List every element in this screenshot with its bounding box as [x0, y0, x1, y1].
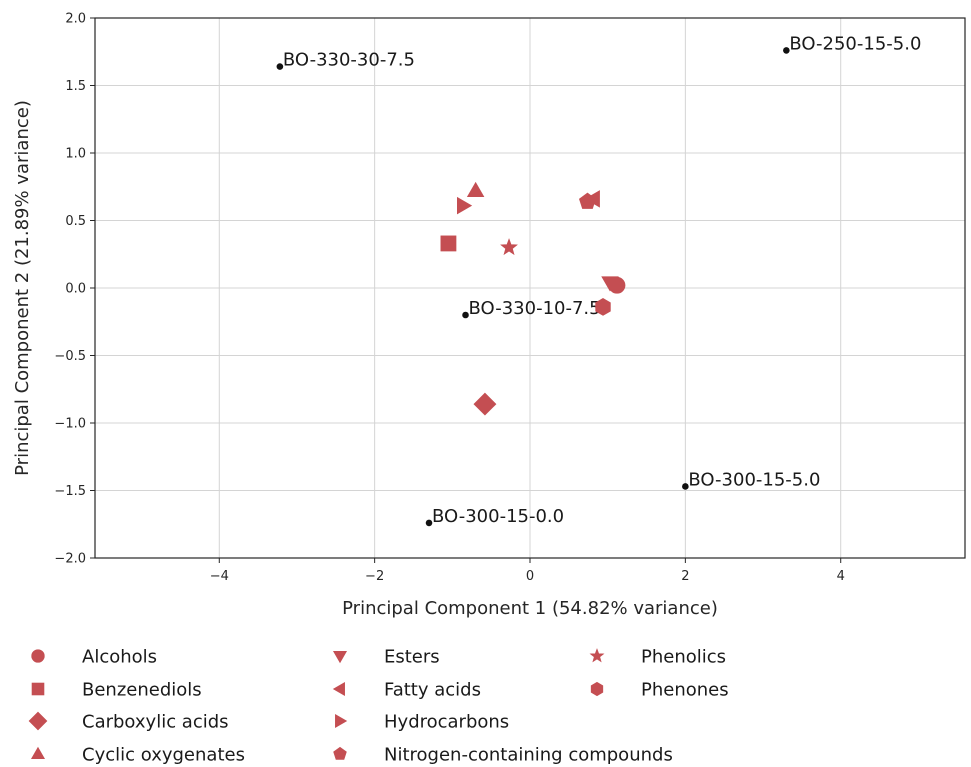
legend-label: Benzenediols — [82, 680, 202, 701]
legend-item-phenolics: Phenolics — [589, 647, 726, 668]
marker-esters — [601, 276, 619, 292]
sample-dot — [682, 483, 689, 490]
x-tick-label: −2 — [365, 569, 384, 584]
axis-ticks: −4 −2 0 2 4 −2.0 −1.5 −1.0 −0.5 0.0 0.5 1.0 1.5 2.0 — [54, 12, 844, 585]
y-tick-label: 1.0 — [65, 147, 86, 162]
legend-label: Hydrocarbons — [384, 712, 509, 733]
legend-marker — [332, 651, 348, 664]
legend-item-alcohols: Alcohols — [31, 647, 157, 668]
legend-marker — [30, 746, 46, 759]
y-tick-label: −2.0 — [54, 552, 86, 567]
sample-dot — [425, 519, 433, 527]
marker-phenolics — [500, 238, 518, 256]
y-tick-label: −1.5 — [54, 484, 86, 499]
legend-item-carboxylic-acids: Carboxylic acids — [28, 711, 229, 733]
y-tick-label: −0.5 — [54, 349, 86, 364]
marker-benzenediols — [440, 235, 457, 252]
compound-markers — [440, 181, 626, 416]
y-tick-label: 0.5 — [65, 214, 86, 229]
sample-bo-250-15-5-0: BO-250-15-5.0 — [783, 33, 921, 54]
y-axis-label: Principal Component 2 (21.89% variance) — [12, 100, 33, 476]
legend-label: Phenones — [641, 680, 729, 701]
legend-marker — [332, 681, 345, 697]
sample-dot — [276, 63, 284, 70]
legend-item-phenones: Phenones — [590, 680, 729, 701]
legend-marker — [333, 746, 347, 760]
sample-label: BO-300-15-0.0 — [432, 506, 564, 527]
sample-dot — [783, 47, 790, 54]
legend-label: Alcohols — [82, 647, 157, 668]
y-tick-label: 0.0 — [65, 282, 86, 297]
marker-cyclic-oxygenates — [466, 181, 485, 197]
legend-label: Nitrogen-containing compounds — [384, 745, 673, 766]
x-axis-label: Principal Component 1 (54.82% variance) — [342, 598, 718, 619]
legend-marker — [31, 682, 45, 696]
legend-marker — [335, 713, 348, 729]
x-tick-label: 4 — [837, 569, 845, 584]
legend-label: Phenolics — [641, 647, 726, 668]
sample-label: BO-300-15-5.0 — [688, 469, 820, 490]
legend-item-cyclic-oxygenates: Cyclic oxygenates — [30, 745, 245, 766]
y-tick-label: −1.0 — [54, 417, 86, 432]
sample-bo-330-10-7-5: BO-330-10-7.5 — [462, 298, 601, 319]
legend-label: Fatty acids — [384, 680, 481, 701]
sample-label: BO-250-15-5.0 — [789, 33, 921, 54]
legend: Alcohols Benzenediols Carboxylic acids Cycl… — [28, 647, 729, 766]
legend-marker — [590, 681, 604, 697]
legend-label: Cyclic oxygenates — [82, 745, 245, 766]
marker-phenones — [595, 298, 611, 316]
sample-bo-300-15-5-0: BO-300-15-5.0 — [682, 469, 820, 490]
x-tick-label: 2 — [681, 569, 689, 584]
marker-carboxylic-acids — [473, 392, 497, 416]
y-tick-label: 2.0 — [65, 12, 86, 27]
sample-bo-330-30-7-5: BO-330-30-7.5 — [276, 50, 415, 71]
legend-marker — [28, 711, 48, 731]
sample-label: BO-330-30-7.5 — [283, 50, 415, 71]
legend-label: Esters — [384, 647, 440, 668]
legend-label: Carboxylic acids — [82, 712, 229, 733]
x-tick-label: 0 — [526, 569, 534, 584]
sample-bo-300-15-0-0: BO-300-15-0.0 — [425, 506, 564, 527]
legend-marker — [31, 649, 45, 663]
sample-label: BO-330-10-7.5 — [469, 298, 601, 319]
legend-item-nitrogen-containing-compounds: Nitrogen-containing compounds — [333, 745, 673, 766]
legend-item-hydrocarbons: Hydrocarbons — [335, 712, 509, 733]
grid-lines — [95, 17, 965, 559]
x-tick-label: −4 — [210, 569, 229, 584]
legend-item-fatty-acids: Fatty acids — [332, 680, 481, 701]
marker-hydrocarbons — [457, 196, 473, 215]
marker-nitrogen-containing-compounds — [578, 192, 596, 209]
sample-dot — [462, 311, 469, 319]
legend-item-benzenediols: Benzenediols — [31, 680, 202, 701]
y-tick-label: 1.5 — [65, 79, 86, 94]
legend-item-esters: Esters — [332, 647, 440, 668]
sample-points: BO-330-30-7.5 BO-250-15-5.0 BO-330-10-7.5 B… — [276, 33, 921, 527]
legend-marker — [589, 648, 605, 663]
